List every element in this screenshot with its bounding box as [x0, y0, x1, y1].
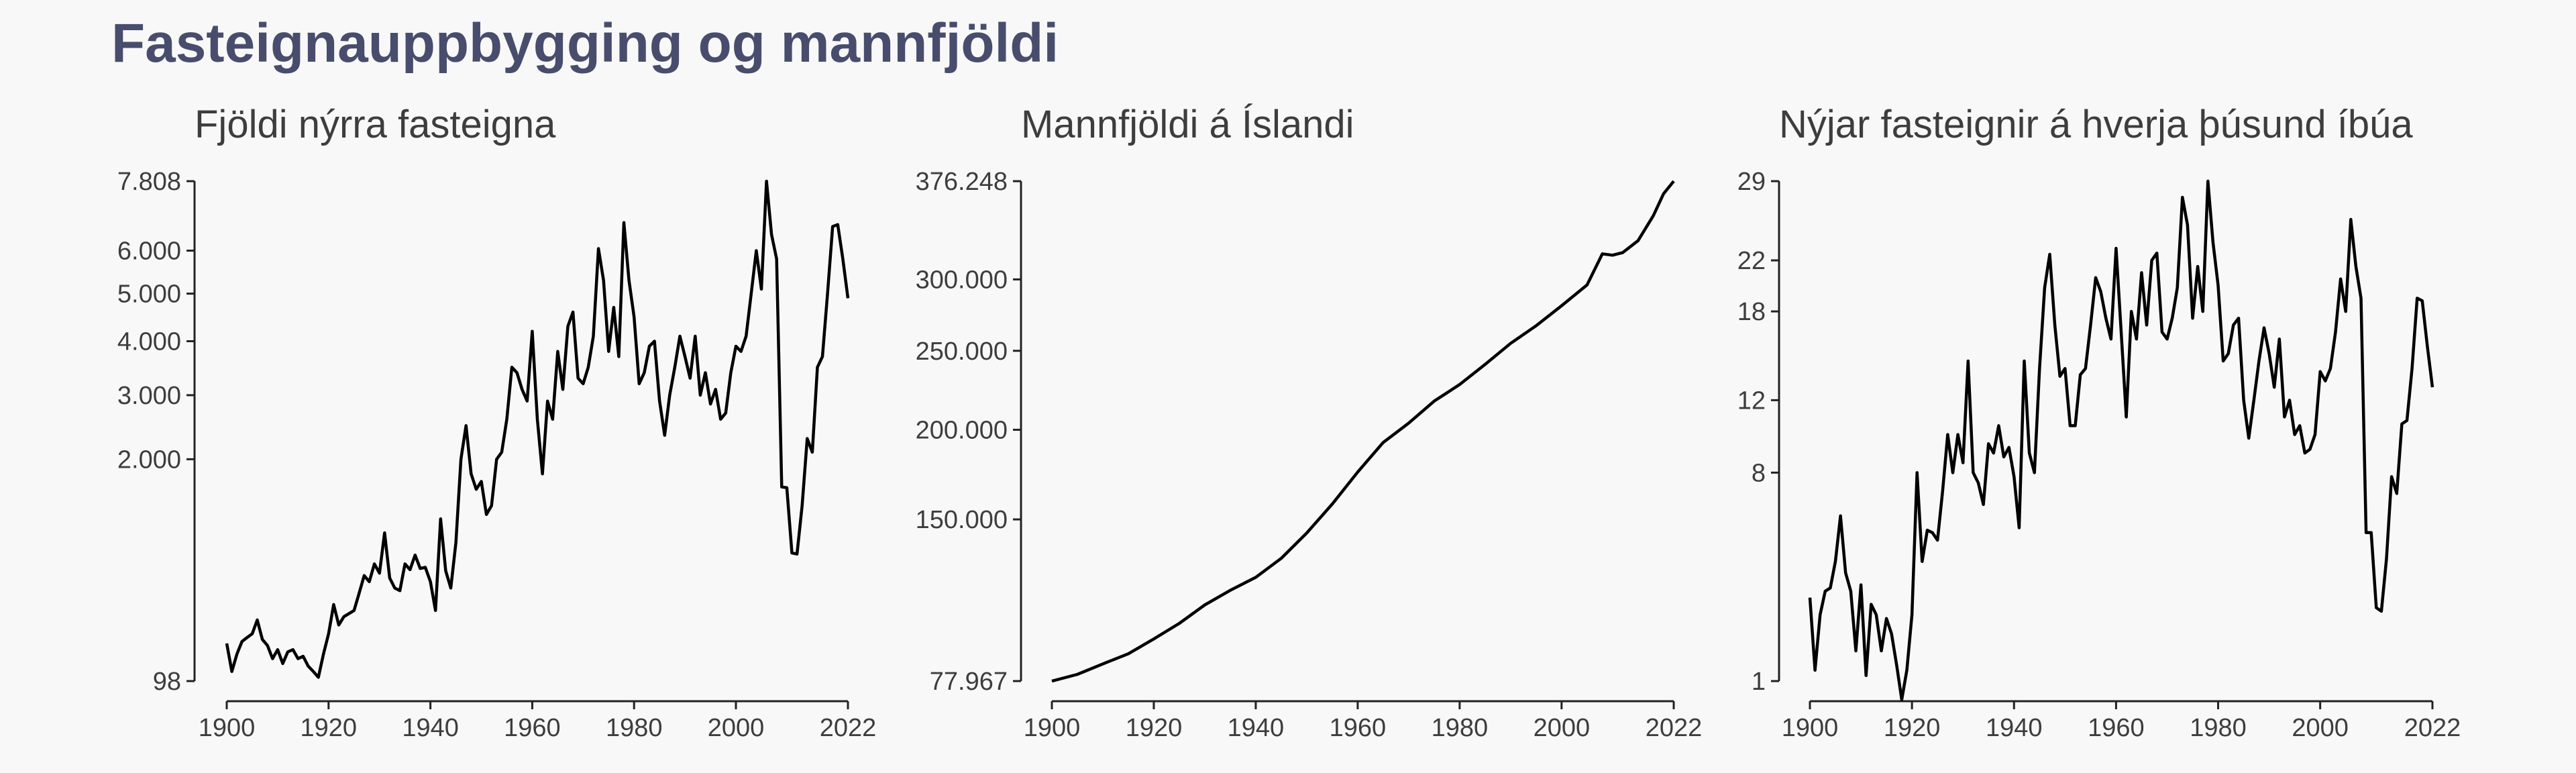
x-tick-label: 1980 [1432, 714, 1489, 742]
y-tick-label: 12 [1737, 386, 1766, 415]
y-tick-label: 6.000 [117, 238, 181, 266]
x-tick-label: 2000 [708, 714, 765, 742]
chart-panel-2: Mannfjöldi á Íslandi 77.967 150.000 200.000… [916, 103, 1703, 742]
y-tick-label: 98 [153, 668, 181, 696]
x-tick-label: 2022 [820, 714, 877, 742]
x-tick-label: 1940 [1986, 714, 2043, 742]
chart-panel-1: Fjöldi nýrra fasteigna 98 2.000 3.000 4.000 5… [117, 103, 876, 742]
x-tick-label: 1960 [2088, 714, 2145, 742]
chart-title: Fjöldi nýrra fasteigna [195, 103, 556, 146]
y-tick-label: 3.000 [117, 382, 181, 410]
y-tick-label: 18 [1737, 298, 1766, 326]
y-tick-label: 2.000 [117, 446, 181, 474]
x-tick-label: 2022 [1646, 714, 1703, 742]
y-tick-label: 250.000 [916, 338, 1008, 366]
x-tick-label: 1960 [504, 714, 561, 742]
y-tick-label: 4.000 [117, 327, 181, 356]
y-tick-label: 1 [1752, 668, 1766, 696]
y-tick-label: 22 [1737, 247, 1766, 275]
x-tick-label: 2000 [1534, 714, 1591, 742]
y-tick-label: 300.000 [916, 266, 1008, 294]
x-tick-label: 1900 [199, 714, 256, 742]
y-tick-label: 8 [1752, 459, 1766, 487]
x-tick-label: 1920 [1126, 714, 1183, 742]
series-line [225, 179, 850, 679]
page-title: Fasteignauppbygging og mannfjöldi [111, 13, 1059, 74]
series-line [1808, 179, 2434, 701]
x-tick-label: 1900 [1024, 714, 1081, 742]
x-tick-label: 1900 [1782, 714, 1839, 742]
series-line [1051, 180, 1675, 683]
x-tick-label: 2000 [2292, 714, 2349, 742]
x-tick-label: 1980 [606, 714, 663, 742]
y-tick-label: 200.000 [916, 416, 1008, 444]
chart-title: Mannfjöldi á Íslandi [1021, 103, 1354, 146]
x-tick-label: 1940 [1228, 714, 1285, 742]
chart-panel-3: Nýjar fasteignir á hverja þúsund íbúa181… [1737, 103, 2461, 742]
y-tick-label: 5.000 [117, 280, 181, 309]
x-tick-label: 1960 [1330, 714, 1387, 742]
chart-title: Nýjar fasteignir á hverja þúsund íbúa [1779, 103, 2413, 146]
y-tick-label: 29 [1737, 168, 1766, 196]
x-tick-label: 1920 [1884, 714, 1941, 742]
x-tick-label: 2022 [2404, 714, 2461, 742]
y-tick-label: 150.000 [916, 506, 1008, 534]
y-tick-label: 376.248 [916, 168, 1008, 196]
y-tick-label: 7.808 [117, 168, 181, 196]
x-tick-label: 1980 [2190, 714, 2247, 742]
y-tick-label: 77.967 [930, 668, 1008, 696]
x-tick-label: 1920 [301, 714, 358, 742]
x-tick-label: 1940 [402, 714, 459, 742]
